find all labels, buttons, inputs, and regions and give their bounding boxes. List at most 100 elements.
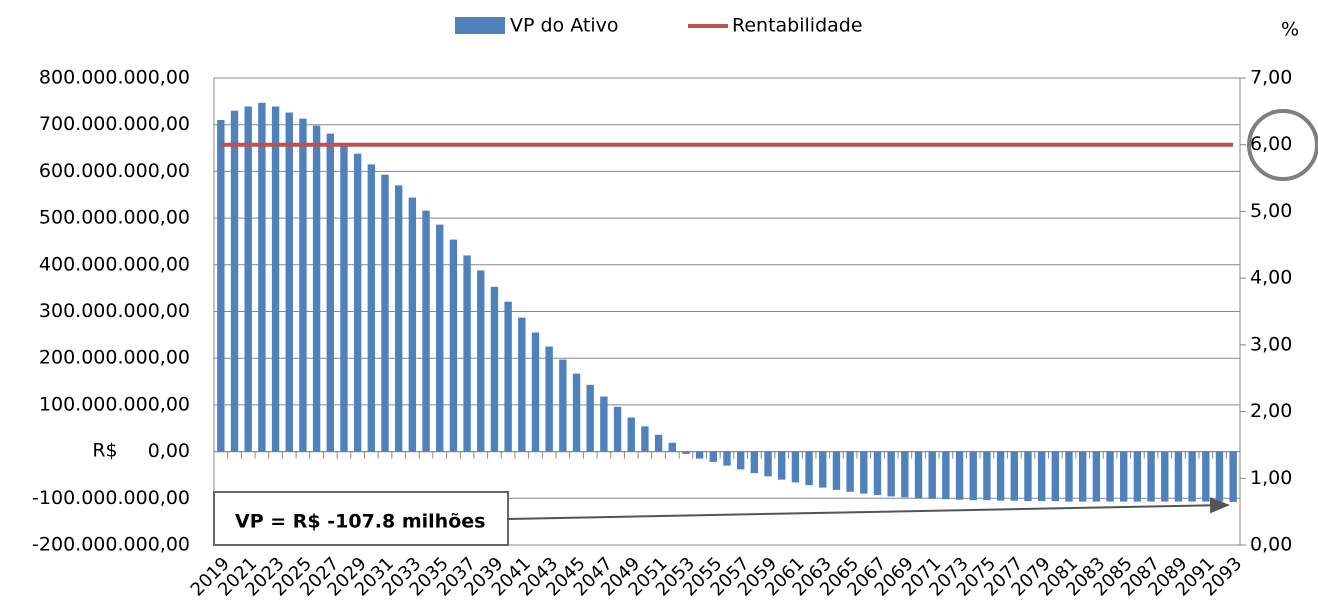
bar xyxy=(1147,451,1155,502)
bar xyxy=(942,451,950,500)
bar xyxy=(983,451,991,501)
y-tick-label: 400.000.000,00 xyxy=(39,253,190,275)
bar xyxy=(873,451,882,496)
bar xyxy=(504,301,512,452)
bar xyxy=(736,451,745,470)
bar xyxy=(654,434,663,452)
bar xyxy=(258,102,266,452)
bar xyxy=(449,239,458,452)
bar xyxy=(778,451,786,480)
bar xyxy=(586,384,594,452)
bar xyxy=(217,120,225,452)
bar xyxy=(668,442,676,452)
bar xyxy=(969,451,977,501)
bar xyxy=(436,224,444,452)
y-tick-label: 100.000.000,00 xyxy=(39,393,190,415)
bar xyxy=(846,451,854,492)
bar xyxy=(490,286,499,452)
bar xyxy=(1202,451,1210,502)
y2-tick-label: 0,00 xyxy=(1250,534,1292,556)
bar xyxy=(1174,451,1183,502)
y2-tick-label: 6,00 xyxy=(1250,133,1292,155)
annotation-arrow xyxy=(507,497,1230,520)
bar xyxy=(271,106,280,452)
bar xyxy=(709,451,718,462)
y-axis-label: R$ xyxy=(92,440,117,462)
y2-tick-label: 4,00 xyxy=(1250,267,1292,289)
bar xyxy=(518,317,526,452)
bar xyxy=(641,426,649,452)
bar xyxy=(353,153,362,452)
bar xyxy=(531,332,540,452)
bar xyxy=(1092,451,1101,502)
bar xyxy=(805,451,813,486)
y2-tick-label: 2,00 xyxy=(1250,400,1292,422)
y2-tick-label: 5,00 xyxy=(1250,200,1292,222)
bar xyxy=(819,451,827,488)
bar xyxy=(600,396,608,452)
bar xyxy=(1161,451,1169,502)
bar xyxy=(723,451,731,466)
y2-tick-label: 7,00 xyxy=(1250,67,1292,89)
bar xyxy=(1215,451,1224,502)
y2-tick-label: 3,00 xyxy=(1250,333,1292,355)
bar xyxy=(463,255,471,452)
legend-label: VP do Ativo xyxy=(510,15,618,37)
bar xyxy=(394,185,403,452)
legend-swatch xyxy=(455,17,505,34)
bar xyxy=(1229,451,1237,502)
bar xyxy=(1106,451,1114,502)
y-tick-label: 800.000.000,00 xyxy=(39,67,190,89)
bar xyxy=(1065,451,1073,502)
bar xyxy=(750,451,759,474)
bar xyxy=(1037,451,1046,502)
y-tick-label: -200.000.000,00 xyxy=(32,534,190,556)
annotation: VP = R$ -107.8 milhões xyxy=(235,511,485,533)
bar xyxy=(901,451,909,498)
bar xyxy=(312,125,321,452)
bar xyxy=(832,451,841,490)
y-tick-label: 500.000.000,00 xyxy=(39,207,190,229)
bar xyxy=(1078,451,1087,502)
bar xyxy=(682,451,690,454)
bar xyxy=(1024,451,1032,502)
bar xyxy=(996,451,1005,501)
bar xyxy=(285,112,293,452)
highlight-circle xyxy=(1247,109,1318,181)
bar xyxy=(244,106,252,452)
y-tick-label: 300.000.000,00 xyxy=(39,300,190,322)
bar xyxy=(326,133,334,452)
bar xyxy=(928,451,936,499)
bar xyxy=(860,451,868,494)
bar xyxy=(791,451,800,483)
bar xyxy=(887,451,895,497)
bar xyxy=(422,210,430,452)
y-tick-label: 200.000.000,00 xyxy=(39,347,190,369)
bar xyxy=(1010,451,1018,501)
bar xyxy=(1188,451,1196,502)
bar xyxy=(559,359,567,452)
bar xyxy=(340,143,348,452)
bar xyxy=(572,373,581,452)
bar xyxy=(299,118,307,452)
bar xyxy=(955,451,964,500)
legend-label: Rentabilidade xyxy=(732,15,863,37)
bar xyxy=(764,451,772,477)
y-tick-label: 0,00 xyxy=(148,440,190,462)
bar xyxy=(627,417,635,452)
bar xyxy=(1120,451,1128,502)
y-tick-label: 600.000.000,00 xyxy=(39,160,190,182)
y2-axis-label: % xyxy=(1281,19,1299,41)
bar xyxy=(367,164,376,452)
annotation-box xyxy=(213,491,509,546)
bar xyxy=(695,451,704,459)
y-tick-label: -100.000.000,00 xyxy=(32,487,190,509)
y-tick-label: 700.000.000,00 xyxy=(39,113,190,135)
bar xyxy=(381,174,389,452)
bar xyxy=(408,197,417,452)
bar xyxy=(545,346,553,452)
bar xyxy=(1051,451,1060,502)
bar xyxy=(230,110,239,452)
bar xyxy=(1133,451,1142,502)
